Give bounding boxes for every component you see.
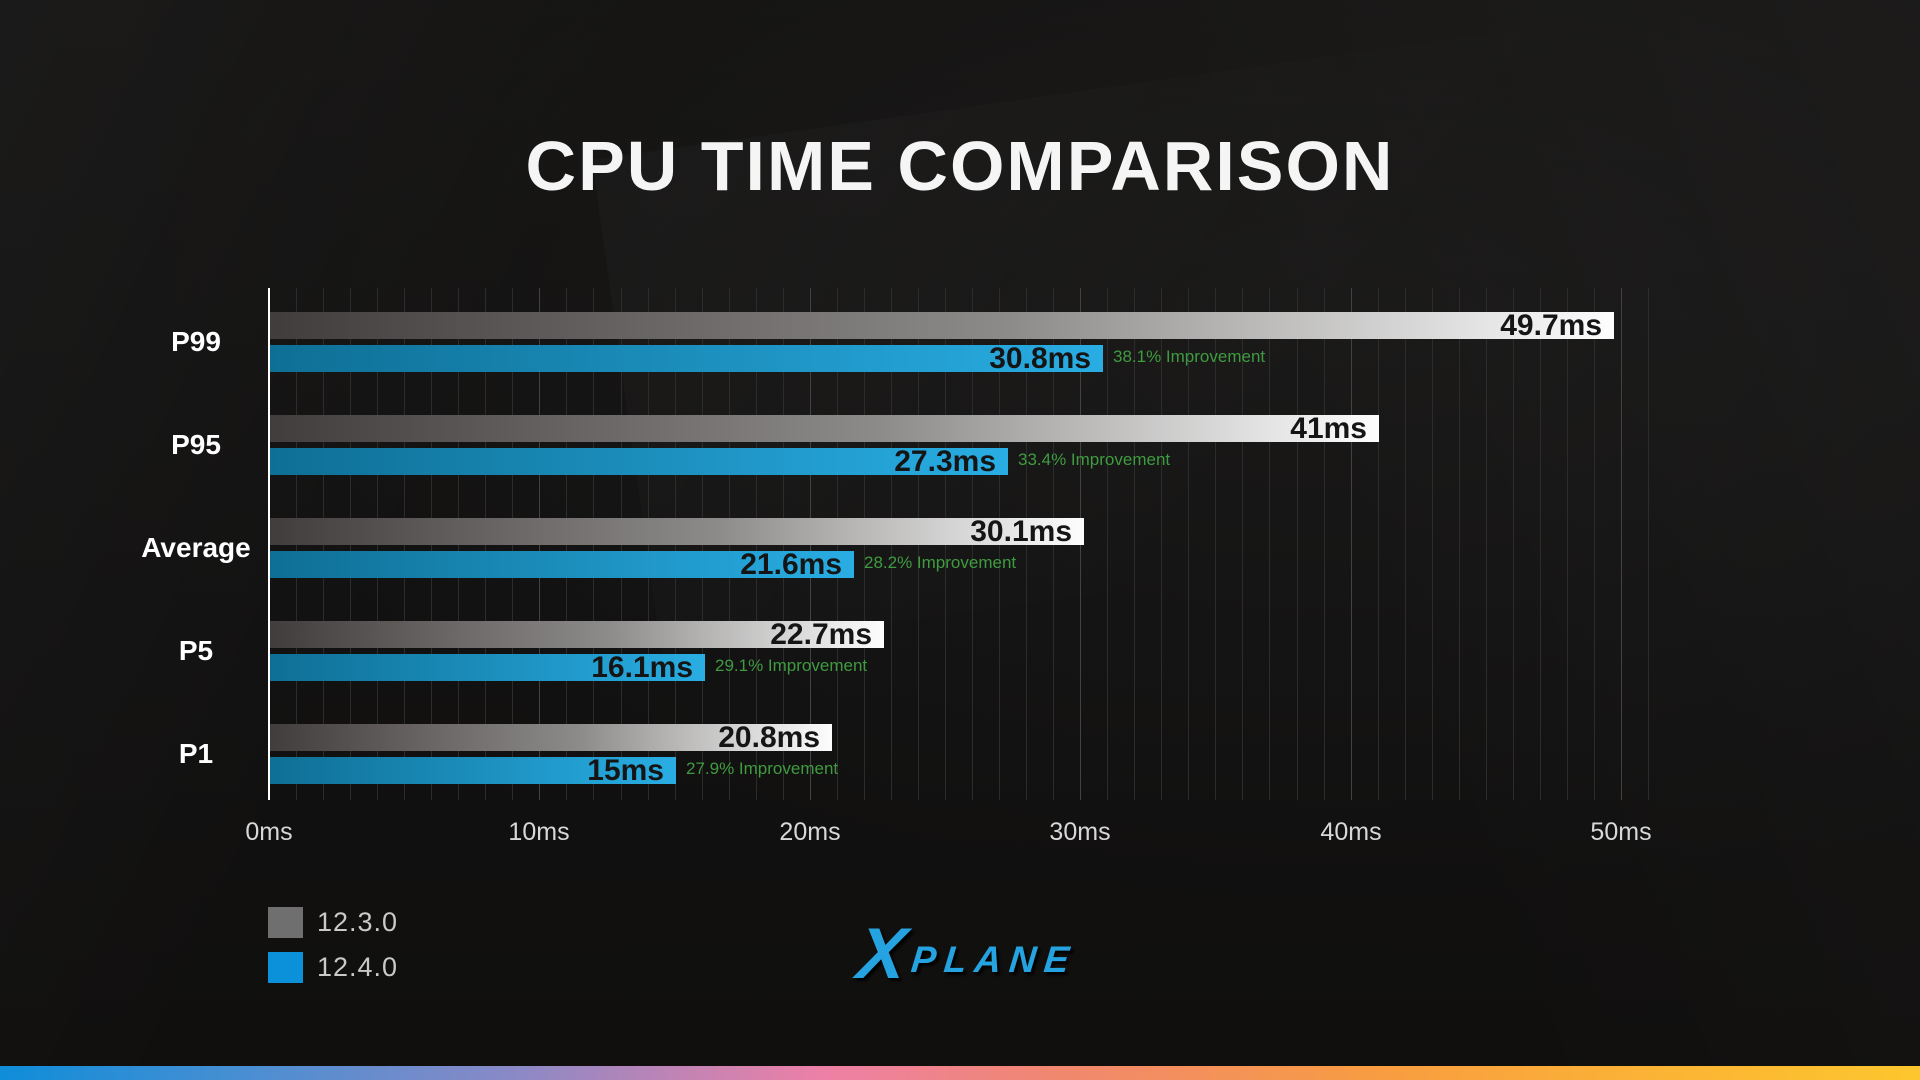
gridline [1513, 288, 1514, 800]
bar-12-3-0: 20.8ms [270, 720, 832, 754]
gridline [1215, 288, 1216, 800]
legend-item-12-4-0: 12.4.0 [268, 952, 398, 983]
bar-value-label: 16.1ms [591, 650, 693, 684]
bar-group-average: Average 30.1ms 21.6ms 28.2% Improvement [0, 514, 1920, 581]
legend-label: 12.4.0 [317, 952, 399, 982]
bar-value-label: 15ms [587, 753, 664, 787]
legend-item-12-3-0: 12.3.0 [268, 907, 398, 938]
y-axis-line [268, 288, 270, 800]
bar-group-p99: P99 49.7ms 30.8ms 38.1% Improvement [0, 308, 1920, 375]
improvement-label: 29.1% Improvement [715, 656, 868, 675]
category-label: P5 [178, 635, 214, 666]
bar-12-4-0: 30.8ms [270, 341, 1103, 375]
x-tick-label: 50ms [1590, 818, 1652, 846]
gridline [1486, 288, 1487, 800]
gridline [1405, 288, 1406, 800]
bar-value-label: 22.7ms [770, 617, 872, 651]
gridline [1297, 288, 1298, 800]
bar-12-4-0: 15ms [270, 753, 676, 787]
bar-value-label: 30.8ms [989, 341, 1091, 375]
bar-value-label: 30.1ms [970, 514, 1072, 548]
legend-swatch-blue [268, 952, 303, 983]
gridline [1621, 288, 1622, 800]
gridline [1351, 288, 1352, 800]
bar-group-p5: P5 22.7ms 16.1ms 29.1% Improvement [0, 617, 1920, 684]
gridline [1648, 288, 1649, 800]
legend-label: 12.3.0 [317, 907, 399, 937]
gridline [1540, 288, 1541, 800]
chart-title: CPU TIME COMPARISON [525, 127, 1395, 205]
category-label: P99 [171, 326, 221, 357]
bar-value-label: 21.6ms [740, 547, 842, 581]
improvement-label: 28.2% Improvement [864, 553, 1017, 572]
bar-12-3-0: 30.1ms [270, 514, 1084, 548]
bar-12-4-0: 27.3ms [270, 444, 1008, 478]
bar-12-4-0: 16.1ms [270, 650, 705, 684]
gridline [1594, 288, 1595, 800]
category-label: Average [141, 532, 251, 563]
gridline [1107, 288, 1108, 800]
bar-group-p95: P95 41ms 27.3ms 33.4% Improvement [0, 411, 1920, 478]
legend: 12.3.0 12.4.0 [268, 907, 398, 997]
bar-12-4-0: 21.6ms [270, 547, 854, 581]
improvement-label: 38.1% Improvement [1113, 347, 1266, 366]
brand-gradient-bar [0, 1066, 1920, 1080]
gridline [1188, 288, 1189, 800]
bar-12-3-0: 22.7ms [270, 617, 884, 651]
gridline [1134, 288, 1135, 800]
x-tick-label: 20ms [779, 818, 841, 846]
bar-value-label: 20.8ms [718, 720, 820, 754]
gridline [1567, 288, 1568, 800]
gridline [1269, 288, 1270, 800]
x-tick-label: 10ms [508, 818, 570, 846]
gridline [1432, 288, 1433, 800]
improvement-label: 33.4% Improvement [1018, 450, 1171, 469]
xplane-logo-x: X [853, 914, 911, 994]
x-tick-label: 30ms [1049, 818, 1111, 846]
improvement-label: 27.9% Improvement [686, 759, 839, 778]
gridline [1161, 288, 1162, 800]
bar-12-3-0: 41ms [270, 411, 1379, 445]
bar-12-3-0: 49.7ms [270, 308, 1614, 342]
bar-value-label: 41ms [1290, 411, 1367, 445]
bar-group-p1: P1 20.8ms 15ms 27.9% Improvement [0, 720, 1920, 787]
gridline [1378, 288, 1379, 800]
x-tick-label: 40ms [1320, 818, 1382, 846]
bar-value-label: 49.7ms [1500, 308, 1602, 342]
xplane-logo-plane: PLANE [909, 939, 1080, 980]
xplane-logo: XPLANE [854, 914, 1081, 994]
gridline [1242, 288, 1243, 800]
legend-swatch-gray [268, 907, 303, 938]
category-label: P95 [171, 429, 221, 460]
x-tick-label: 0ms [245, 818, 293, 846]
gridline [1324, 288, 1325, 800]
bar-value-label: 27.3ms [894, 444, 996, 478]
category-label: P1 [178, 738, 214, 769]
gridline [1459, 288, 1460, 800]
